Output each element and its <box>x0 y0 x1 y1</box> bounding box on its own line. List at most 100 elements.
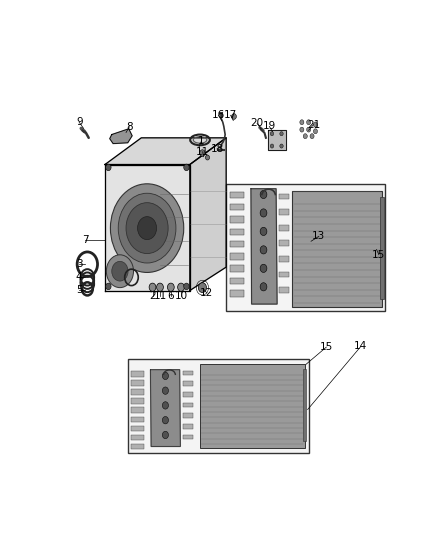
Bar <box>200 364 304 448</box>
Bar <box>279 287 289 293</box>
Bar <box>230 229 244 235</box>
Circle shape <box>270 132 274 136</box>
Text: 10: 10 <box>174 291 187 301</box>
Circle shape <box>300 120 304 125</box>
Bar <box>183 392 193 397</box>
Bar <box>131 425 144 431</box>
Bar <box>131 407 144 413</box>
Circle shape <box>149 283 156 292</box>
Circle shape <box>162 402 169 409</box>
Bar <box>279 240 289 246</box>
Polygon shape <box>251 189 277 304</box>
Text: 11: 11 <box>196 147 209 157</box>
Circle shape <box>280 144 283 148</box>
Circle shape <box>232 114 237 119</box>
Circle shape <box>280 132 283 136</box>
Circle shape <box>205 155 209 160</box>
Bar <box>279 256 289 262</box>
Text: 12: 12 <box>200 288 213 298</box>
Text: 18: 18 <box>210 144 224 154</box>
Text: 15: 15 <box>320 342 333 352</box>
Bar <box>230 265 244 272</box>
Circle shape <box>307 127 311 132</box>
Circle shape <box>184 283 189 290</box>
Bar <box>183 402 193 407</box>
Bar <box>230 253 244 260</box>
Bar <box>279 193 289 199</box>
Bar <box>230 278 244 284</box>
Circle shape <box>162 387 169 394</box>
Bar <box>279 272 289 277</box>
Bar <box>183 424 193 429</box>
Bar <box>293 191 382 307</box>
Bar <box>183 413 193 418</box>
Circle shape <box>106 255 134 288</box>
Text: 16: 16 <box>212 110 225 120</box>
Circle shape <box>300 127 304 132</box>
Bar <box>131 416 144 422</box>
Bar <box>183 434 193 440</box>
Circle shape <box>310 134 314 139</box>
Bar <box>230 241 244 247</box>
Text: 19: 19 <box>263 122 276 131</box>
Text: 6: 6 <box>167 291 174 301</box>
Circle shape <box>260 264 267 272</box>
Circle shape <box>270 144 274 148</box>
Circle shape <box>314 122 318 127</box>
Bar <box>226 184 385 311</box>
Bar <box>230 191 244 198</box>
Circle shape <box>138 216 157 240</box>
Polygon shape <box>105 138 226 165</box>
Text: 20: 20 <box>251 118 264 128</box>
Circle shape <box>307 120 311 125</box>
Bar <box>131 434 144 440</box>
Bar <box>230 290 244 297</box>
Circle shape <box>110 184 184 272</box>
Polygon shape <box>151 370 180 447</box>
Text: 9: 9 <box>76 117 82 127</box>
Circle shape <box>106 283 111 290</box>
Text: 15: 15 <box>372 250 385 260</box>
Circle shape <box>260 227 267 236</box>
Polygon shape <box>190 138 226 290</box>
Circle shape <box>126 203 168 254</box>
Circle shape <box>260 246 267 254</box>
Polygon shape <box>268 131 286 150</box>
Circle shape <box>184 164 189 171</box>
Text: 21: 21 <box>307 120 320 130</box>
Bar <box>131 443 144 449</box>
Bar <box>183 370 193 375</box>
Circle shape <box>167 283 174 292</box>
Bar <box>279 209 289 215</box>
Circle shape <box>260 209 267 217</box>
Circle shape <box>157 283 163 292</box>
Circle shape <box>106 164 111 171</box>
Circle shape <box>162 431 169 439</box>
Circle shape <box>198 282 206 293</box>
Bar <box>131 381 144 386</box>
Bar <box>128 359 309 453</box>
Circle shape <box>112 261 128 281</box>
Circle shape <box>118 193 176 263</box>
Bar <box>380 197 384 298</box>
Text: 8: 8 <box>126 122 133 132</box>
Text: 5: 5 <box>76 285 82 295</box>
Text: 11: 11 <box>153 291 166 301</box>
Circle shape <box>178 283 184 292</box>
Text: 7: 7 <box>82 236 88 245</box>
Text: 4: 4 <box>76 272 82 282</box>
Bar <box>303 369 306 441</box>
Circle shape <box>260 190 267 199</box>
Bar <box>279 225 289 231</box>
Circle shape <box>303 134 307 139</box>
Circle shape <box>162 372 169 379</box>
Text: 13: 13 <box>312 231 325 241</box>
Text: 1: 1 <box>198 136 205 146</box>
Bar <box>183 381 193 386</box>
Bar <box>230 204 244 211</box>
Text: 17: 17 <box>224 110 237 120</box>
Text: 3: 3 <box>76 259 82 269</box>
Text: 2: 2 <box>149 291 156 301</box>
Polygon shape <box>105 165 190 290</box>
Bar <box>131 399 144 404</box>
